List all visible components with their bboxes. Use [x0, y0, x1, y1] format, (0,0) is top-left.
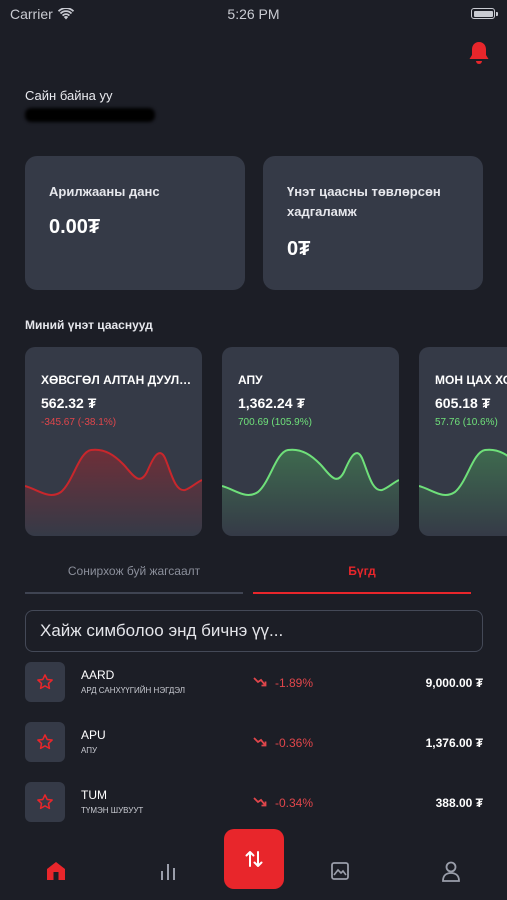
- stock-symbol: TUM: [81, 788, 107, 802]
- transfer-button[interactable]: [224, 829, 284, 889]
- status-bar: Carrier 5:26 PM: [0, 0, 507, 28]
- portfolio-card-name: ХӨВСГӨЛ АЛТАН ДУУЛГА: [41, 373, 192, 387]
- portfolio-carousel[interactable]: ХӨВСГӨЛ АЛТАН ДУУЛГА 562.32 ₮ -345.67 (-…: [25, 347, 507, 537]
- portfolio-card-change: 57.76 (10.6%): [435, 417, 498, 428]
- tab-all[interactable]: Бүгд: [253, 556, 471, 594]
- carrier-name: Carrier: [10, 6, 53, 22]
- status-time: 5:26 PM: [227, 6, 280, 22]
- notification-bell-icon[interactable]: [467, 40, 491, 66]
- trading-account-card[interactable]: Арилжааны данс 0.00₮: [25, 156, 245, 290]
- profile-icon[interactable]: [440, 860, 462, 882]
- portfolio-card-change: -345.67 (-38.1%): [41, 417, 117, 428]
- portfolio-card-name: АПУ: [238, 373, 263, 387]
- stock-price: 388.00 ₮: [435, 796, 483, 810]
- sparkline-negative: [25, 448, 202, 536]
- trend-down-icon: [253, 737, 267, 747]
- stock-price: 1,376.00 ₮: [425, 736, 483, 750]
- portfolio-card-apu[interactable]: АПУ 1,362.24 ₮ 700.69 (105.9%): [222, 347, 399, 536]
- list-item[interactable]: AARD АРД САНХҮҮГИЙН НЭГДЭЛ -1.89% 9,000.…: [25, 662, 483, 704]
- stock-change: -0.36%: [275, 736, 314, 750]
- securities-depository-value: 0₮: [287, 238, 311, 260]
- sparkline-positive: [419, 448, 507, 536]
- favorite-button[interactable]: [25, 722, 65, 762]
- stock-symbol: AARD: [81, 668, 115, 682]
- search-box: [25, 610, 483, 652]
- home-icon[interactable]: [45, 860, 67, 882]
- portfolio-title: Миний үнэт цааснууд: [25, 318, 153, 332]
- favorite-button[interactable]: [25, 662, 65, 702]
- star-icon: [37, 674, 53, 690]
- portfolio-card-change: 700.69 (105.9%): [238, 417, 312, 428]
- stock-price: 9,000.00 ₮: [425, 676, 483, 690]
- list-tabs: Сонирхож буй жагсаалт Бүгд: [25, 556, 471, 594]
- stock-company: ТҮМЭН ШУВУУТ: [81, 806, 144, 815]
- trading-account-label: Арилжааны данс: [49, 184, 160, 199]
- chart-bars-icon[interactable]: [157, 860, 179, 882]
- tab-watchlist[interactable]: Сонирхож буй жагсаалт: [25, 556, 243, 594]
- sparkline-positive: [222, 448, 399, 536]
- portfolio-card-price: 562.32 ₮: [41, 395, 97, 411]
- carrier-label: Carrier: [10, 6, 74, 22]
- portfolio-card-price: 1,362.24 ₮: [238, 395, 305, 411]
- favorite-button[interactable]: [25, 782, 65, 822]
- trend-down-icon: [253, 797, 267, 807]
- stock-change: -0.34%: [275, 796, 314, 810]
- portfolio-card-khuvsgul[interactable]: ХӨВСГӨЛ АЛТАН ДУУЛГА 562.32 ₮ -345.67 (-…: [25, 347, 202, 536]
- stock-company: АРД САНХҮҮГИЙН НЭГДЭЛ: [81, 686, 186, 695]
- trading-account-value: 0.00₮: [49, 216, 101, 238]
- battery-icon: [471, 8, 498, 19]
- securities-depository-card[interactable]: Үнэт цаасны төвлөрсөн хадгаламж 0₮: [263, 156, 483, 290]
- portfolio-card-price: 605.18 ₮: [435, 395, 491, 411]
- transfer-icon: [245, 851, 263, 867]
- star-icon: [37, 794, 53, 810]
- trend-down-icon: [253, 677, 267, 687]
- user-name-redacted: [25, 108, 155, 122]
- wifi-icon: [57, 8, 74, 20]
- image-icon[interactable]: [329, 860, 351, 882]
- stock-symbol: APU: [81, 728, 106, 742]
- list-item[interactable]: APU АПУ -0.36% 1,376.00 ₮: [25, 722, 483, 764]
- portfolio-card-name: МОН ЦАХ ХОЛБОО: [435, 373, 507, 387]
- list-item[interactable]: TUM ТҮМЭН ШУВУУТ -0.34% 388.00 ₮: [25, 782, 483, 824]
- greeting-text: Сайн байна уу: [25, 88, 113, 103]
- portfolio-card-mch[interactable]: МОН ЦАХ ХОЛБОО 605.18 ₮ 57.76 (10.6%): [419, 347, 507, 536]
- star-icon: [37, 734, 53, 750]
- stock-company: АПУ: [81, 746, 98, 755]
- search-input[interactable]: [26, 611, 482, 651]
- securities-depository-label: Үнэт цаасны төвлөрсөн хадгаламж: [287, 184, 441, 219]
- stock-change: -1.89%: [275, 676, 314, 690]
